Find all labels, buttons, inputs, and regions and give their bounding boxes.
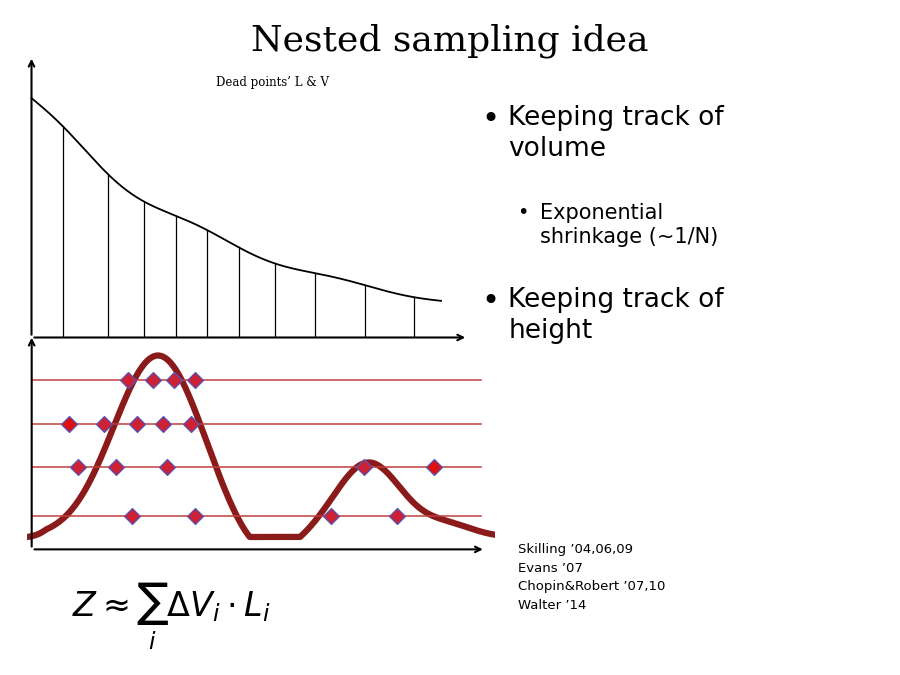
Text: Dead points’ L & V: Dead points’ L & V (216, 76, 329, 88)
Text: Skilling ’04,06,09
Evans ’07
Chopin&Robert ’07,10
Walter ’14: Skilling ’04,06,09 Evans ’07 Chopin&Robe… (518, 543, 665, 612)
Text: $Z \approx \sum_{i} \Delta V_i \cdot L_i$: $Z \approx \sum_{i} \Delta V_i \cdot L_i… (72, 581, 271, 652)
Text: Keeping track of
height: Keeping track of height (508, 287, 724, 344)
Text: Exponential
shrinkage (~1/N): Exponential shrinkage (~1/N) (540, 202, 718, 246)
Text: Nested sampling idea: Nested sampling idea (251, 24, 649, 58)
Text: •: • (482, 287, 500, 316)
Text: •: • (518, 202, 529, 221)
Text: •: • (482, 105, 500, 134)
Text: Keeping track of
volume: Keeping track of volume (508, 105, 724, 161)
